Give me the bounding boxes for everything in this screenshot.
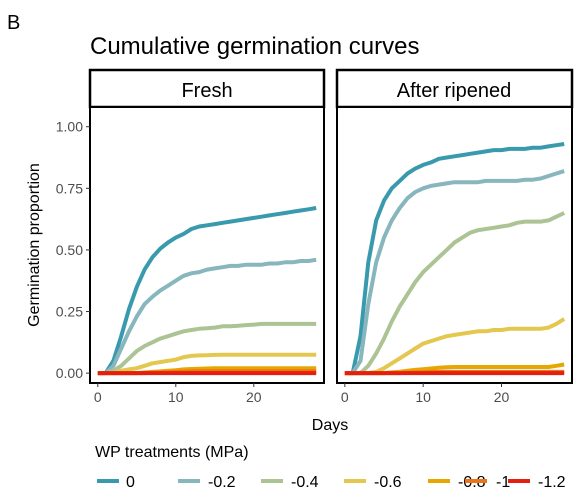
y-tick-label: 1.00	[56, 119, 83, 135]
facet-strip-fresh: Fresh	[90, 70, 324, 107]
facet-strip-after-ripened: After ripened	[337, 70, 572, 107]
facet-label-fresh: Fresh	[181, 80, 232, 102]
legend: 0-0.2-0.4-0.6-0.8-1-1.2	[97, 474, 566, 491]
legend-item--0_6: -0.6	[344, 474, 402, 491]
x-axis-fresh: 0 10 20	[94, 383, 262, 405]
x-axis-after-ripened: 0 10 20	[341, 383, 510, 405]
x-tick-label: 20	[246, 389, 262, 405]
x-tick-label: 20	[494, 389, 510, 405]
y-tick-label: 0.25	[56, 304, 83, 320]
legend-title: WP treatments (MPa)	[95, 444, 249, 461]
legend-item-0: 0	[97, 474, 135, 491]
chart-title: Cumulative germination curves	[90, 33, 419, 60]
facet-label-after-ripened: After ripened	[397, 80, 512, 102]
legend-label: -1.2	[538, 474, 566, 491]
x-tick-label: 0	[94, 389, 102, 405]
legend-label: 0	[126, 474, 135, 491]
panel-fresh	[90, 107, 324, 383]
legend-item--0_2: -0.2	[178, 474, 236, 491]
panel-letter: B	[7, 12, 20, 34]
y-axis: 0.00 0.25 0.50 0.75 1.00	[56, 119, 90, 381]
x-tick-label: 0	[341, 389, 349, 405]
legend-label: -0.6	[374, 474, 402, 491]
x-axis-title: Days	[312, 417, 348, 434]
legend-label: -0.2	[208, 474, 236, 491]
legend-item--0_4: -0.4	[261, 474, 319, 491]
y-tick-label: 0.75	[56, 180, 83, 196]
x-tick-label: 10	[168, 389, 184, 405]
panel-after-ripened	[337, 107, 572, 383]
y-tick-label: 0.50	[56, 242, 83, 258]
legend-item--1_2: -1.2	[508, 474, 566, 491]
x-tick-label: 10	[415, 389, 431, 405]
y-tick-label: 0.00	[56, 365, 83, 381]
y-axis-title: Germination proportion	[26, 163, 43, 327]
legend-label: -0.4	[291, 474, 319, 491]
